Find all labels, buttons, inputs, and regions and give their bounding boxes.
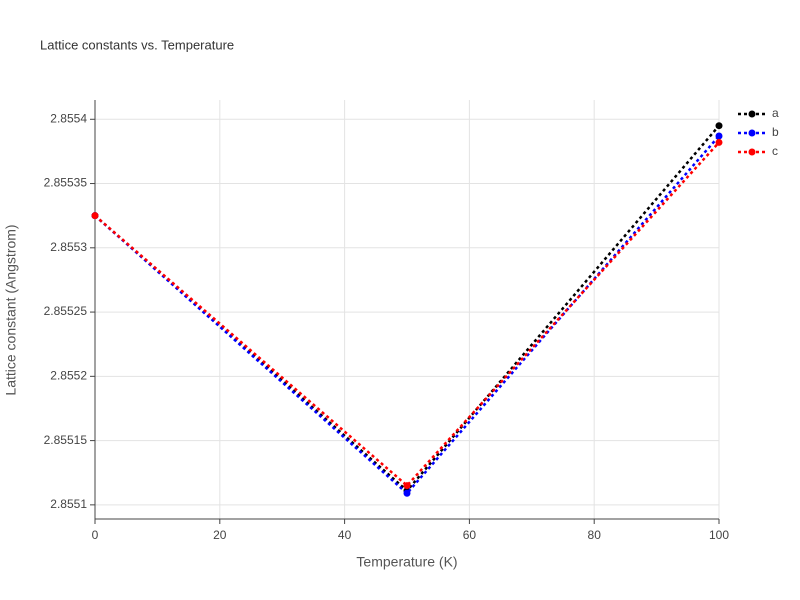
x-tick-label: 60	[463, 528, 477, 542]
point	[715, 138, 723, 146]
point	[715, 132, 723, 140]
point	[91, 212, 99, 220]
x-axis-title: Temperature (K)	[356, 554, 457, 570]
y-tick-label: 2.8554	[50, 111, 87, 125]
y-tick-label: 2.8552	[50, 369, 87, 383]
y-tick-label: 2.8553	[50, 240, 87, 254]
legend-marker	[748, 110, 756, 118]
point	[403, 489, 411, 497]
legend-label: b	[772, 125, 779, 139]
point	[715, 122, 723, 130]
series-line	[94, 135, 720, 496]
y-tick-label: 2.85535	[44, 176, 88, 190]
y-axis-title: Lattice constant (Angstrom)	[3, 224, 19, 395]
x-tick-label: 40	[338, 528, 352, 542]
series-line	[94, 141, 720, 488]
y-tick-label: 2.8551	[50, 497, 87, 511]
point	[403, 482, 411, 490]
legend-marker	[748, 129, 756, 137]
series-line	[94, 124, 720, 493]
x-tick-label: 20	[213, 528, 227, 542]
x-tick-label: 80	[588, 528, 602, 542]
legend-label: a	[772, 106, 779, 120]
legend-label: c	[772, 144, 778, 158]
x-tick-label: 100	[709, 528, 729, 542]
y-tick-label: 2.85515	[44, 433, 88, 447]
legend-marker	[748, 148, 756, 156]
chart-title: Lattice constants vs. Temperature	[40, 37, 234, 52]
y-tick-label: 2.85525	[44, 304, 88, 318]
x-tick-label: 0	[92, 528, 99, 542]
